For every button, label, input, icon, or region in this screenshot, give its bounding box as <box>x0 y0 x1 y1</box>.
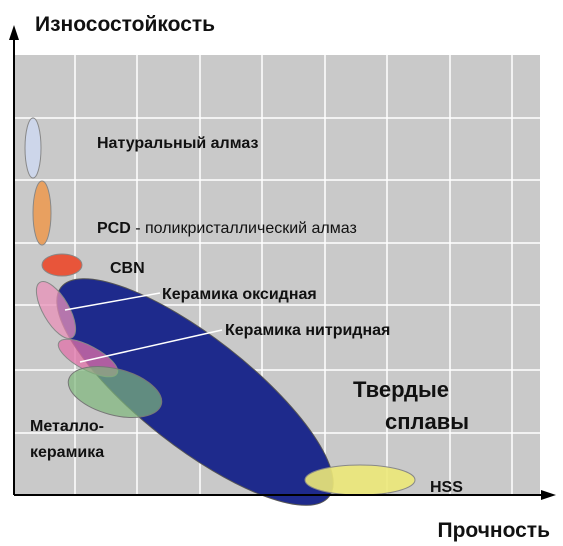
region-abbr: PCD <box>97 220 131 237</box>
leader-line <box>79 329 223 363</box>
region-label: Металло- <box>30 418 104 435</box>
region-label: HSS <box>430 479 463 496</box>
region-label: Твердые <box>353 377 449 402</box>
hss-region <box>304 464 416 496</box>
y-axis-label: Износостойкость <box>35 13 215 36</box>
region-label: Натуральный алмаз <box>97 135 258 152</box>
natural-diamond-region <box>24 117 42 179</box>
region-label: сплавы <box>385 409 469 434</box>
axes <box>9 25 556 500</box>
cermet-region <box>67 366 163 418</box>
leader-line <box>64 292 161 311</box>
region-label: Керамика нитридная <box>225 322 390 339</box>
cbn-region <box>41 253 83 277</box>
region-label: керамика <box>30 444 104 461</box>
pcd-region <box>32 180 52 246</box>
y-arrow <box>9 25 19 40</box>
region-label: CBN <box>110 260 145 277</box>
x-arrow <box>541 490 556 500</box>
x-axis-label: Прочность <box>437 519 550 542</box>
region-label: PCD - поликристаллический алмаз <box>97 220 357 237</box>
oxide-ceramics-region <box>35 281 77 339</box>
hard-alloy-region <box>56 278 334 506</box>
region-desc: - поликристаллический алмаз <box>131 220 357 237</box>
region-label: Керамика оксидная <box>162 286 317 303</box>
